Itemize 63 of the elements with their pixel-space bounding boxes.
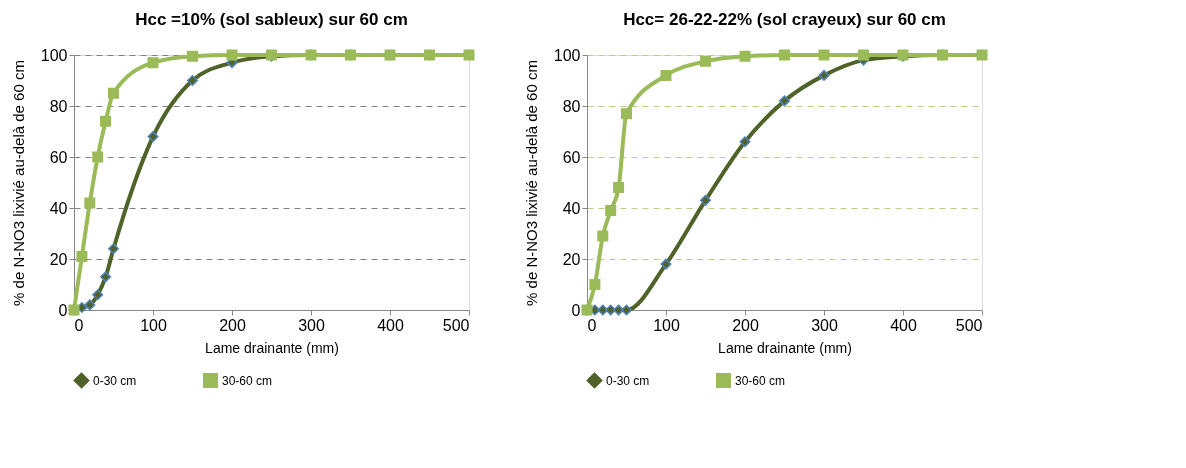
legend-label: 0-30 cm (93, 373, 137, 388)
chart-title: Hcc =10% (sol sableux) sur 60 cm (135, 10, 408, 29)
point (108, 87, 119, 99)
point (187, 50, 198, 62)
point (739, 50, 751, 62)
point (605, 205, 617, 217)
x-tick-label: 100 (653, 316, 680, 334)
chart-title: Hcc= 26-22-22% (sol crayeux) sur 60 cm (623, 10, 946, 29)
x-tick-label: 500 (442, 316, 470, 334)
point (92, 289, 104, 301)
point (84, 197, 96, 209)
point (739, 136, 751, 148)
x-tick-label: 500 (955, 316, 983, 334)
point (589, 279, 601, 290)
point (700, 55, 711, 67)
point (779, 49, 790, 61)
y-tick-label: 0 (571, 301, 581, 319)
point (660, 258, 672, 270)
x-tick-label: 400 (377, 316, 404, 334)
point (621, 108, 632, 120)
y-tick-label: 60 (562, 148, 581, 166)
x-axis-title: Lame drainante (mm) (718, 339, 852, 356)
y-tick-label: 100 (40, 46, 68, 64)
y-tick-label: 80 (562, 97, 581, 115)
point (660, 69, 672, 81)
y-tick-label: 80 (49, 97, 68, 115)
point (84, 299, 96, 311)
point (818, 69, 830, 81)
point (92, 151, 104, 163)
y-axis-title: % de N-NO3 lixivié au-delà de 60 cm (9, 60, 27, 306)
point (613, 182, 625, 194)
point (700, 194, 711, 206)
point (147, 131, 159, 143)
y-tick-label: 40 (49, 199, 68, 217)
x-tick-label: 0 (74, 316, 84, 334)
point (779, 95, 790, 107)
y-tick-label: 40 (562, 199, 581, 217)
x-tick-label: 100 (140, 316, 167, 334)
y-axis-title: % de N-NO3 lixivié au-delà de 60 cm (522, 60, 540, 306)
y-tick-label: 60 (49, 148, 68, 166)
point (858, 49, 869, 61)
legend-label: 30-60 cm (222, 373, 273, 388)
x-tick-label: 0 (587, 316, 597, 334)
y-tick-label: 20 (562, 250, 581, 268)
point (147, 57, 159, 69)
point (597, 230, 609, 242)
x-tick-label: 300 (811, 316, 838, 334)
x-axis-title: Lame drainante (mm) (205, 339, 339, 356)
point (100, 271, 112, 283)
legend-label: 30-60 cm (735, 373, 786, 388)
point (100, 115, 112, 127)
point (76, 250, 88, 262)
x-tick-label: 200 (219, 316, 246, 334)
point (187, 75, 198, 86)
y-tick-label: 0 (58, 301, 68, 319)
y-tick-label: 20 (49, 250, 68, 268)
x-tick-label: 300 (298, 316, 325, 334)
point (108, 243, 119, 255)
x-tick-label: 400 (890, 316, 917, 334)
x-tick-label: 200 (732, 316, 759, 334)
y-tick-label: 100 (553, 46, 581, 64)
point (621, 304, 632, 316)
legend-label: 0-30 cm (606, 373, 650, 388)
